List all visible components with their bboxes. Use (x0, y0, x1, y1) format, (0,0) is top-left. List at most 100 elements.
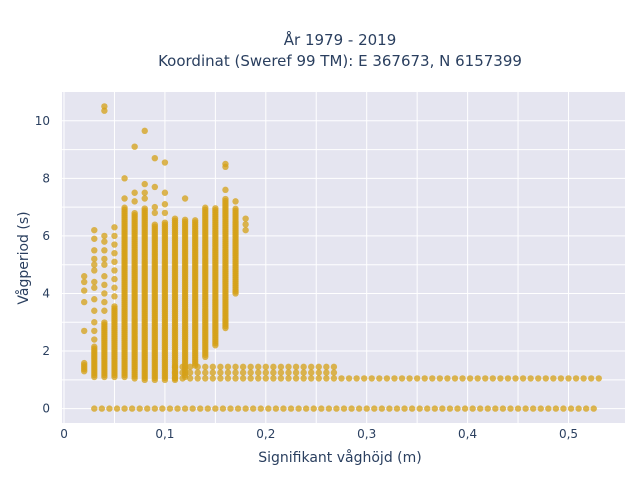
data-point (121, 195, 128, 202)
data-point (265, 405, 272, 412)
data-point (128, 405, 136, 412)
data-point (398, 375, 406, 382)
data-point (91, 226, 98, 234)
data-point (408, 405, 416, 412)
data-point (270, 363, 277, 371)
data-point (497, 375, 504, 382)
data-point (270, 369, 277, 376)
x-tick-label: 0 (60, 427, 68, 441)
data-point (186, 369, 194, 376)
data-point (101, 273, 108, 280)
x-tick-label: 0,5 (559, 427, 578, 441)
data-point (567, 405, 575, 412)
data-point (292, 369, 300, 376)
y-tick-label: 10 (35, 114, 50, 128)
data-point (212, 205, 219, 212)
data-point (242, 215, 249, 222)
data-point (292, 363, 300, 371)
data-point (81, 287, 88, 294)
data-points (81, 103, 602, 412)
data-point (232, 205, 239, 213)
data-point (91, 261, 98, 268)
data-point (552, 405, 560, 412)
data-point (560, 405, 567, 412)
data-point (91, 278, 98, 286)
data-point (550, 375, 557, 382)
data-point (242, 221, 249, 228)
data-point (323, 369, 330, 376)
data-point (81, 298, 88, 306)
data-point (454, 405, 461, 412)
data-point (111, 241, 118, 248)
data-point (144, 405, 151, 412)
y-tick-label: 8 (42, 171, 50, 185)
data-point (477, 405, 484, 412)
data-point (280, 405, 287, 412)
data-point (101, 247, 108, 254)
data-point (368, 375, 375, 382)
data-point (217, 363, 224, 371)
data-point (444, 375, 451, 382)
data-point (161, 209, 169, 217)
data-point (181, 195, 189, 202)
data-point (512, 375, 519, 382)
data-point (522, 405, 529, 412)
data-point (277, 375, 285, 382)
data-point (141, 205, 148, 212)
data-point (202, 363, 209, 371)
x-tick-label: 0,2 (256, 427, 275, 441)
data-point (242, 405, 249, 412)
data-point (250, 405, 257, 412)
data-point (136, 405, 143, 412)
data-point (111, 258, 118, 266)
data-point (527, 375, 534, 382)
data-point (300, 375, 307, 382)
data-point (590, 405, 597, 412)
data-point (232, 375, 239, 382)
data-point (113, 405, 121, 412)
data-point (141, 195, 148, 202)
data-point (161, 189, 169, 196)
data-point (507, 405, 514, 412)
data-point (474, 375, 481, 382)
data-point (308, 363, 315, 371)
data-point (101, 319, 108, 326)
data-point (272, 405, 280, 412)
data-point (545, 405, 552, 412)
data-point (338, 375, 345, 382)
data-point (401, 405, 408, 412)
data-point (121, 175, 128, 182)
data-point (277, 363, 285, 371)
data-point (285, 369, 292, 376)
data-point (111, 224, 118, 231)
data-point (386, 405, 393, 412)
data-point (439, 405, 446, 412)
data-point (131, 198, 138, 205)
data-point (202, 375, 209, 382)
data-point (106, 405, 113, 412)
grid-lines (62, 92, 625, 423)
data-point (277, 369, 285, 376)
data-point (166, 405, 174, 412)
data-point (179, 363, 186, 371)
data-point (81, 278, 88, 286)
x-axis-label: Signifikant våghöjd (m) (258, 449, 421, 466)
data-point (308, 375, 315, 382)
data-point (315, 375, 322, 382)
data-point (91, 405, 98, 412)
data-point (202, 369, 209, 376)
data-point (91, 343, 98, 350)
data-point (431, 405, 439, 412)
data-point (111, 267, 118, 274)
data-point (325, 405, 333, 412)
data-point (204, 405, 211, 412)
data-point (91, 296, 98, 303)
data-point (262, 363, 270, 371)
data-point (222, 195, 229, 203)
data-point (161, 159, 169, 166)
data-point (535, 375, 542, 382)
data-point (413, 375, 421, 382)
data-point (469, 405, 476, 412)
y-tick-label: 4 (42, 286, 50, 300)
data-point (81, 359, 88, 367)
